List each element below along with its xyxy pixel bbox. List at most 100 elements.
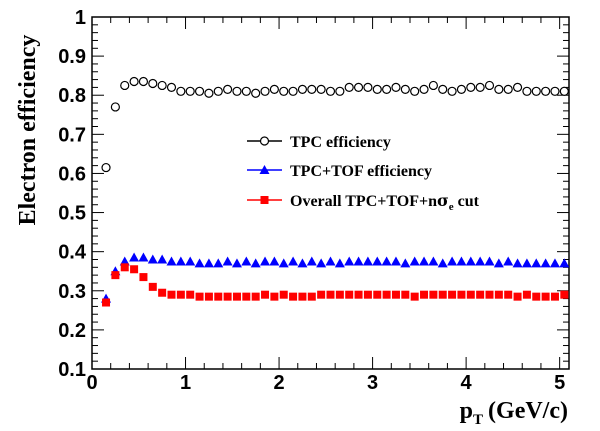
data-point <box>549 258 560 268</box>
data-point <box>335 86 345 96</box>
data-point <box>288 86 298 96</box>
data-point <box>223 292 232 301</box>
data-point <box>251 88 261 98</box>
x-tick-label: 1 <box>180 372 191 394</box>
x-tick-label: 5 <box>554 372 565 394</box>
data-point <box>503 84 513 94</box>
data-point <box>522 290 531 299</box>
data-point <box>317 290 326 299</box>
data-point <box>447 256 458 266</box>
data-point <box>456 256 467 266</box>
legend-entry-tpc-tof: TPC+TOF efficiency <box>247 163 432 180</box>
data-point <box>391 290 400 299</box>
x-axis-ticks: 0 1 2 3 4 5 <box>86 17 565 394</box>
data-point <box>231 258 242 268</box>
data-point <box>148 282 157 291</box>
data-point <box>139 273 148 282</box>
data-point <box>102 298 111 307</box>
data-point <box>250 258 261 268</box>
data-point <box>158 288 167 297</box>
data-point <box>120 263 129 272</box>
data-point <box>531 258 542 268</box>
data-point <box>390 256 401 266</box>
data-point <box>269 256 280 266</box>
data-point <box>223 84 233 94</box>
data-point <box>232 292 241 301</box>
data-point <box>531 86 541 96</box>
x-axis-title-sub: T <box>473 412 483 428</box>
data-point <box>111 271 120 280</box>
data-point <box>288 256 299 266</box>
data-point <box>438 84 448 94</box>
data-point <box>466 290 475 299</box>
y-tick-label: 0.3 <box>58 281 86 303</box>
x-axis-title-main: p <box>460 398 473 424</box>
y-tick-label: 1 <box>75 7 86 29</box>
series-0 <box>101 76 569 173</box>
data-point <box>203 258 214 268</box>
data-point <box>448 290 457 299</box>
data-point <box>363 82 373 93</box>
data-point <box>297 258 308 268</box>
legend: TPC efficiency TPC+TOF efficiency Overal… <box>247 134 480 213</box>
data-point <box>279 290 288 299</box>
data-point <box>120 80 130 91</box>
data-point <box>400 84 410 94</box>
x-axis-title-unit: (GeV/c) <box>488 398 568 424</box>
data-point <box>420 290 429 299</box>
data-point <box>326 290 335 299</box>
data-point <box>175 256 186 266</box>
data-point <box>166 256 177 266</box>
data-point <box>316 258 327 268</box>
data-point <box>129 76 139 87</box>
series-layer <box>101 76 570 307</box>
data-point <box>410 292 419 301</box>
data-point <box>466 82 476 93</box>
legend-label-overall-symbol: σ <box>437 191 449 210</box>
data-point <box>494 84 504 94</box>
data-point <box>251 292 260 301</box>
data-point <box>428 80 438 91</box>
legend-label-overall-main: Overall TPC+TOF+n <box>290 193 437 210</box>
y-tick-label: 0.7 <box>58 124 86 146</box>
data-point <box>129 252 140 262</box>
data-point <box>270 292 279 301</box>
legend-entry-overall: Overall TPC+TOF+nσe cut <box>247 191 480 213</box>
legend-label-overall-suffix: cut <box>454 193 480 210</box>
data-point <box>503 256 514 266</box>
data-point <box>512 82 523 93</box>
data-point <box>372 256 383 266</box>
y-tick-label: 0.9 <box>58 46 86 68</box>
data-point <box>540 258 551 268</box>
legend-label-overall: Overall TPC+TOF+nσe cut <box>290 191 480 213</box>
data-point <box>381 256 392 266</box>
data-point <box>185 256 196 266</box>
data-point <box>522 86 532 96</box>
data-point <box>475 256 486 266</box>
x-tick-label: 0 <box>86 372 97 394</box>
data-point <box>213 258 224 268</box>
data-point <box>550 86 560 96</box>
data-point <box>279 86 289 96</box>
series-2 <box>102 263 569 307</box>
data-point <box>457 290 466 299</box>
data-point <box>194 86 205 96</box>
data-point <box>410 86 420 96</box>
data-point <box>344 256 355 266</box>
data-point <box>306 256 317 266</box>
data-point <box>532 292 541 301</box>
data-point <box>541 292 550 301</box>
data-point <box>176 290 185 299</box>
data-point <box>504 290 513 299</box>
data-point <box>494 290 503 299</box>
data-point <box>484 256 495 266</box>
data-point <box>119 256 130 266</box>
data-point <box>334 258 345 268</box>
data-point <box>157 254 168 264</box>
data-point <box>428 256 439 266</box>
y-tick-label: 0.2 <box>58 320 86 342</box>
data-point <box>559 86 569 96</box>
data-point <box>194 258 205 268</box>
data-point <box>419 84 429 94</box>
